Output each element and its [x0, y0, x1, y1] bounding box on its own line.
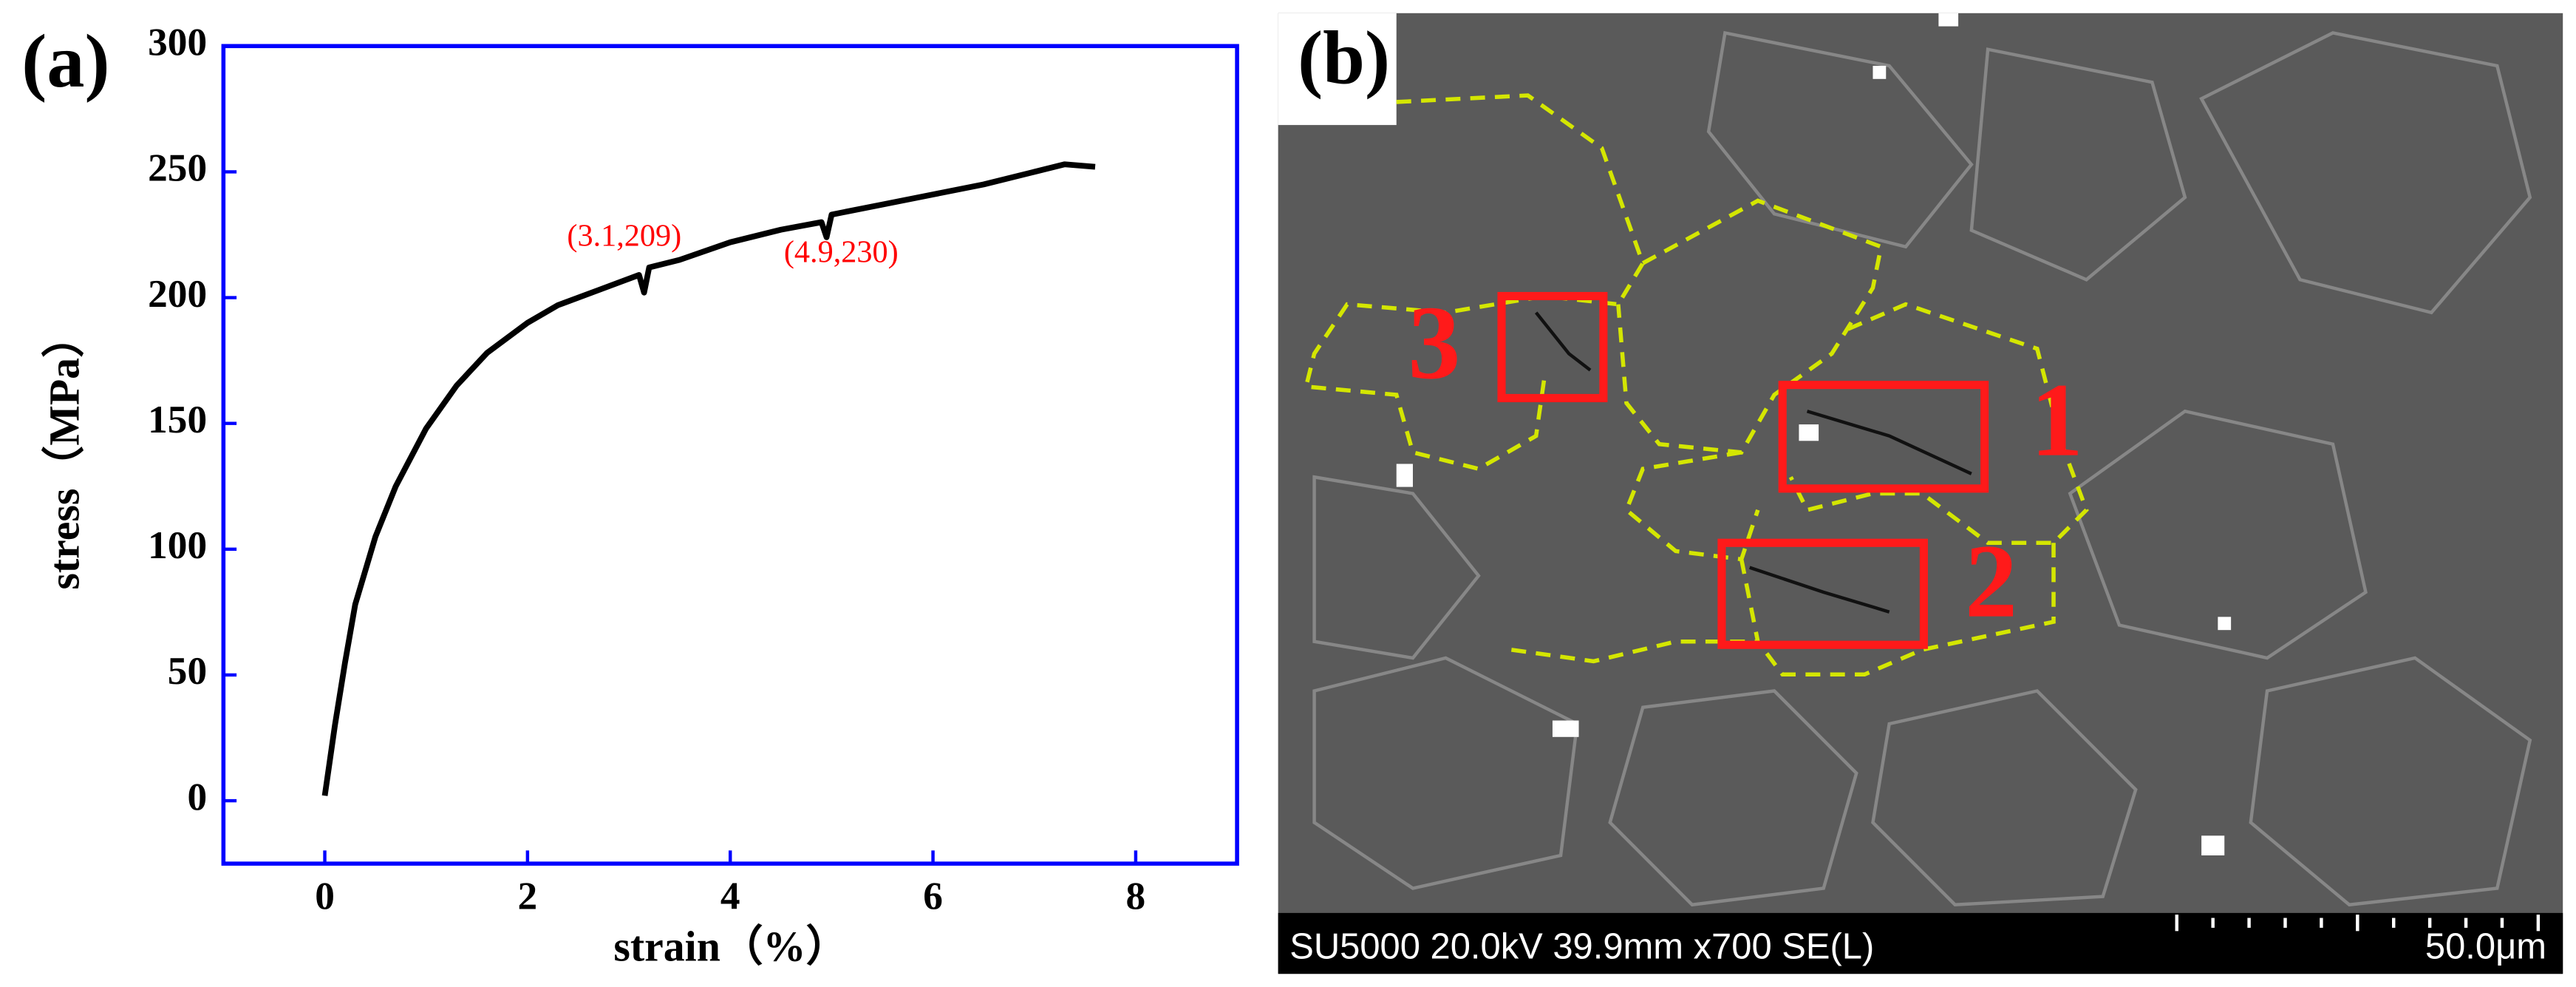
y-tick-label: 0 — [187, 774, 207, 818]
panel-label: (a) — [21, 20, 109, 104]
y-tick-label: 200 — [148, 271, 207, 316]
y-tick-label: 50 — [168, 648, 207, 693]
scale-bar-label: 50.0μm — [2425, 927, 2546, 967]
y-tick-label: 300 — [148, 20, 207, 64]
annotation: (3.1,209) — [567, 218, 681, 253]
info-bar — [1278, 912, 2563, 974]
image-info: SU5000 20.0kV 39.9mm x700 SE(L) — [1289, 927, 1874, 967]
grain-boundaries — [1312, 30, 2532, 907]
region-label: 3 — [1408, 284, 1460, 401]
sem-image: 1 2 3 SU5000 20.0kV 39.9mm x700 SE(L) 50… — [1278, 13, 2563, 974]
panel-label: (b) — [1298, 16, 1390, 100]
x-axis-label: strain（%） — [613, 922, 848, 970]
y-tick-label: 150 — [148, 397, 207, 441]
grain-outlines — [1303, 93, 2089, 677]
y-tick-label: 100 — [148, 523, 207, 567]
scale-ticks — [2175, 915, 2541, 932]
region-label: 2 — [1965, 523, 2017, 640]
image-background — [1278, 13, 2563, 974]
annotation: (4.9,230) — [784, 235, 899, 270]
x-tick-label: 8 — [1126, 873, 1146, 918]
x-tick-label: 2 — [518, 873, 538, 918]
cracks — [1534, 311, 1972, 614]
region-boxes — [1497, 291, 1989, 649]
x-tick-label: 0 — [315, 873, 335, 918]
x-tick-label: 6 — [923, 873, 943, 918]
x-tick-label: 4 — [720, 873, 740, 918]
particles — [1396, 13, 2232, 855]
region-label: 1 — [2031, 362, 2083, 478]
stress-strain-curve — [321, 161, 1096, 796]
y-tick-label: 250 — [148, 146, 207, 190]
image-corner — [1278, 13, 1397, 126]
y-axis-label: stress（MPa） — [41, 315, 89, 590]
